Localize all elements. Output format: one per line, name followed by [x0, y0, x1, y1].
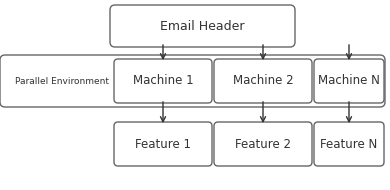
Text: Machine N: Machine N	[318, 74, 380, 88]
FancyBboxPatch shape	[214, 59, 312, 103]
FancyBboxPatch shape	[114, 59, 212, 103]
FancyBboxPatch shape	[314, 122, 384, 166]
Text: Machine 2: Machine 2	[233, 74, 293, 88]
Text: Email Header: Email Header	[160, 20, 245, 32]
FancyBboxPatch shape	[114, 122, 212, 166]
Text: Parallel Environment: Parallel Environment	[15, 77, 109, 86]
FancyBboxPatch shape	[314, 59, 384, 103]
Text: Feature 2: Feature 2	[235, 138, 291, 150]
Text: Machine 1: Machine 1	[133, 74, 193, 88]
Text: Feature N: Feature N	[320, 138, 378, 150]
FancyBboxPatch shape	[214, 122, 312, 166]
Text: Feature 1: Feature 1	[135, 138, 191, 150]
FancyBboxPatch shape	[110, 5, 295, 47]
FancyBboxPatch shape	[0, 55, 385, 107]
